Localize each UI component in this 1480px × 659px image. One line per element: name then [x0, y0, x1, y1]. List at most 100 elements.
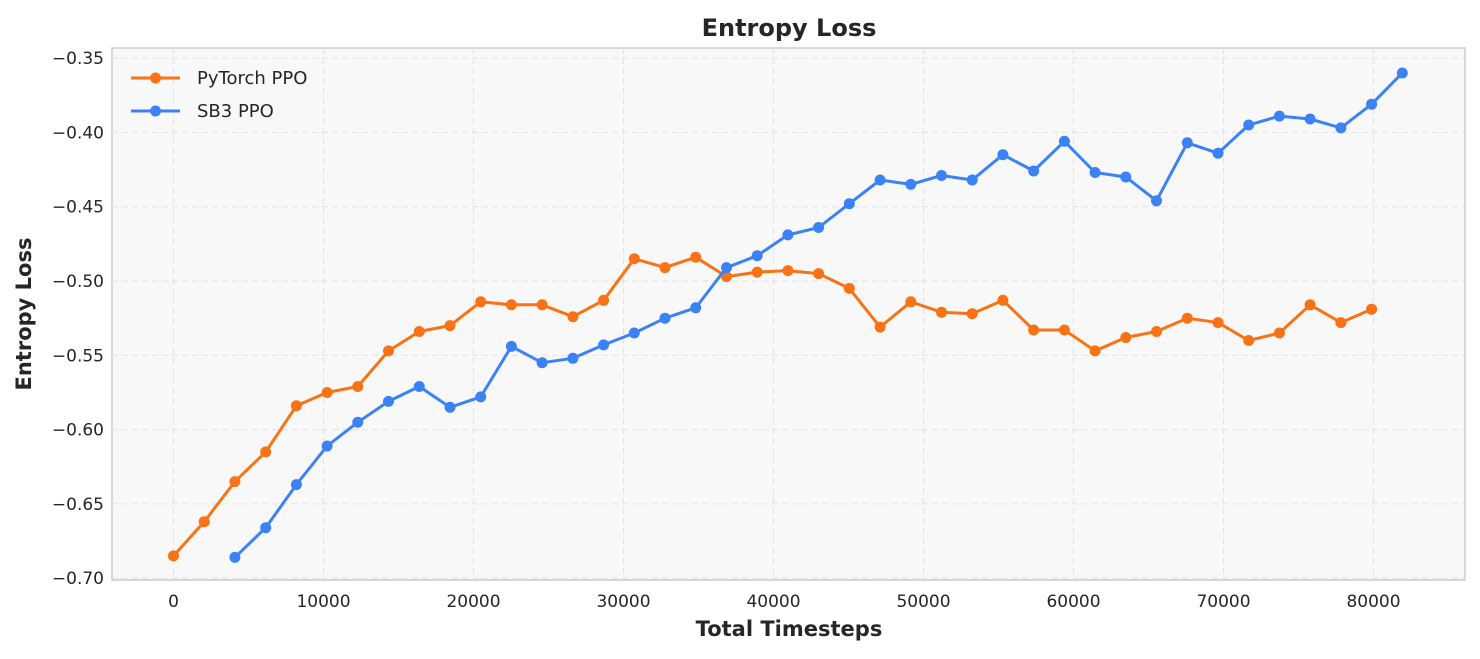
data-point [198, 516, 210, 528]
data-point [536, 357, 548, 369]
data-point [1058, 324, 1070, 336]
data-point [1120, 332, 1132, 343]
x-tick-label: 50000 [896, 592, 950, 612]
data-point [782, 229, 794, 241]
data-point [1028, 165, 1040, 177]
x-tick-label: 80000 [1346, 592, 1400, 612]
data-point [690, 251, 702, 263]
data-point [936, 306, 947, 318]
data-point [997, 294, 1009, 306]
x-tick-label: 20000 [446, 592, 500, 612]
data-point [444, 401, 456, 413]
series-pytorch-ppo [168, 251, 1378, 562]
x-tick-label: 60000 [1046, 592, 1100, 612]
legend-item-sb3-ppo: SB3 PPO [131, 101, 274, 122]
legend-label: PyTorch PPO [197, 68, 307, 89]
data-point [843, 198, 855, 210]
data-point [168, 550, 179, 562]
data-point [659, 262, 671, 274]
data-point [1304, 113, 1316, 125]
x-tick-label: 40000 [746, 592, 800, 612]
data-point [628, 327, 640, 339]
data-point [813, 268, 825, 280]
legend-item-pytorch-ppo: PyTorch PPO [131, 68, 307, 89]
data-point [1396, 67, 1408, 79]
data-point [936, 170, 947, 181]
data-point [598, 294, 610, 306]
data-point [1028, 324, 1040, 336]
data-point [1151, 326, 1162, 337]
x-axis-title: Total Timesteps [696, 617, 883, 641]
plot-area [111, 47, 1466, 581]
data-point [966, 174, 978, 186]
data-point [1304, 299, 1316, 311]
data-point [782, 265, 794, 277]
data-point [1089, 345, 1101, 357]
series-layer [168, 67, 1408, 563]
data-point [352, 381, 364, 392]
series-line-pytorch-ppo [172, 255, 1374, 558]
y-tick-label: −0.35 [52, 49, 104, 69]
y-tick-label: −0.55 [52, 346, 104, 366]
data-point [598, 339, 610, 351]
data-point [751, 250, 763, 262]
data-point [1120, 171, 1132, 183]
data-point [1181, 312, 1193, 324]
x-tick-label: 10000 [296, 592, 350, 612]
x-tick-label: 70000 [1196, 592, 1250, 612]
chart-title: Entropy Loss [702, 14, 877, 42]
data-point [536, 299, 548, 311]
data-point [229, 476, 241, 488]
data-point [1089, 167, 1101, 178]
legend-marker [150, 105, 161, 117]
data-point [229, 551, 241, 563]
data-point [1212, 317, 1224, 329]
data-point [413, 381, 425, 392]
y-tick-label: −0.60 [52, 421, 104, 441]
data-point [874, 321, 886, 333]
data-point [1273, 327, 1285, 339]
x-tick-label: 30000 [596, 592, 650, 612]
data-point [966, 308, 978, 320]
data-point [444, 320, 456, 332]
data-point [1181, 137, 1193, 149]
data-point [260, 522, 272, 534]
data-point [874, 174, 886, 186]
data-point [1366, 98, 1378, 110]
data-point [659, 312, 671, 324]
data-point [475, 391, 487, 403]
data-point [1212, 147, 1224, 159]
series-sb3-ppo [229, 67, 1408, 563]
data-point [567, 311, 579, 323]
data-point [321, 440, 333, 452]
legend-label: SB3 PPO [197, 101, 274, 122]
data-point [290, 479, 302, 491]
y-axis-title: Entropy Loss [12, 238, 36, 391]
data-point [1243, 119, 1255, 131]
y-tick-label: −0.45 [52, 198, 104, 218]
data-point [721, 262, 732, 274]
x-axis-ticks: 0 10000 20000 30000 40000 50000 60000 70000 8000… [168, 592, 1400, 612]
data-point [1335, 122, 1347, 134]
data-point [843, 282, 855, 294]
y-axis-ticks: −0.35 −0.40 −0.45 −0.50 −0.55 −0.60 −0.65 −0.70 [52, 49, 104, 589]
y-tick-label: −0.40 [52, 123, 104, 143]
y-tick-label: −0.65 [52, 495, 104, 515]
data-point [1273, 110, 1285, 122]
data-point [413, 326, 425, 337]
legend-marker [150, 72, 161, 84]
data-point [1366, 303, 1378, 315]
data-point [1151, 195, 1162, 207]
y-tick-label: −0.70 [52, 569, 104, 589]
x-tick-label: 0 [168, 592, 179, 612]
data-point [905, 178, 917, 190]
data-point [813, 222, 825, 233]
data-point [567, 352, 579, 364]
data-point [1058, 135, 1070, 147]
y-tick-label: −0.50 [52, 272, 104, 292]
data-point [383, 395, 394, 407]
data-point [290, 400, 302, 412]
data-point [751, 266, 763, 278]
data-point [321, 387, 333, 398]
